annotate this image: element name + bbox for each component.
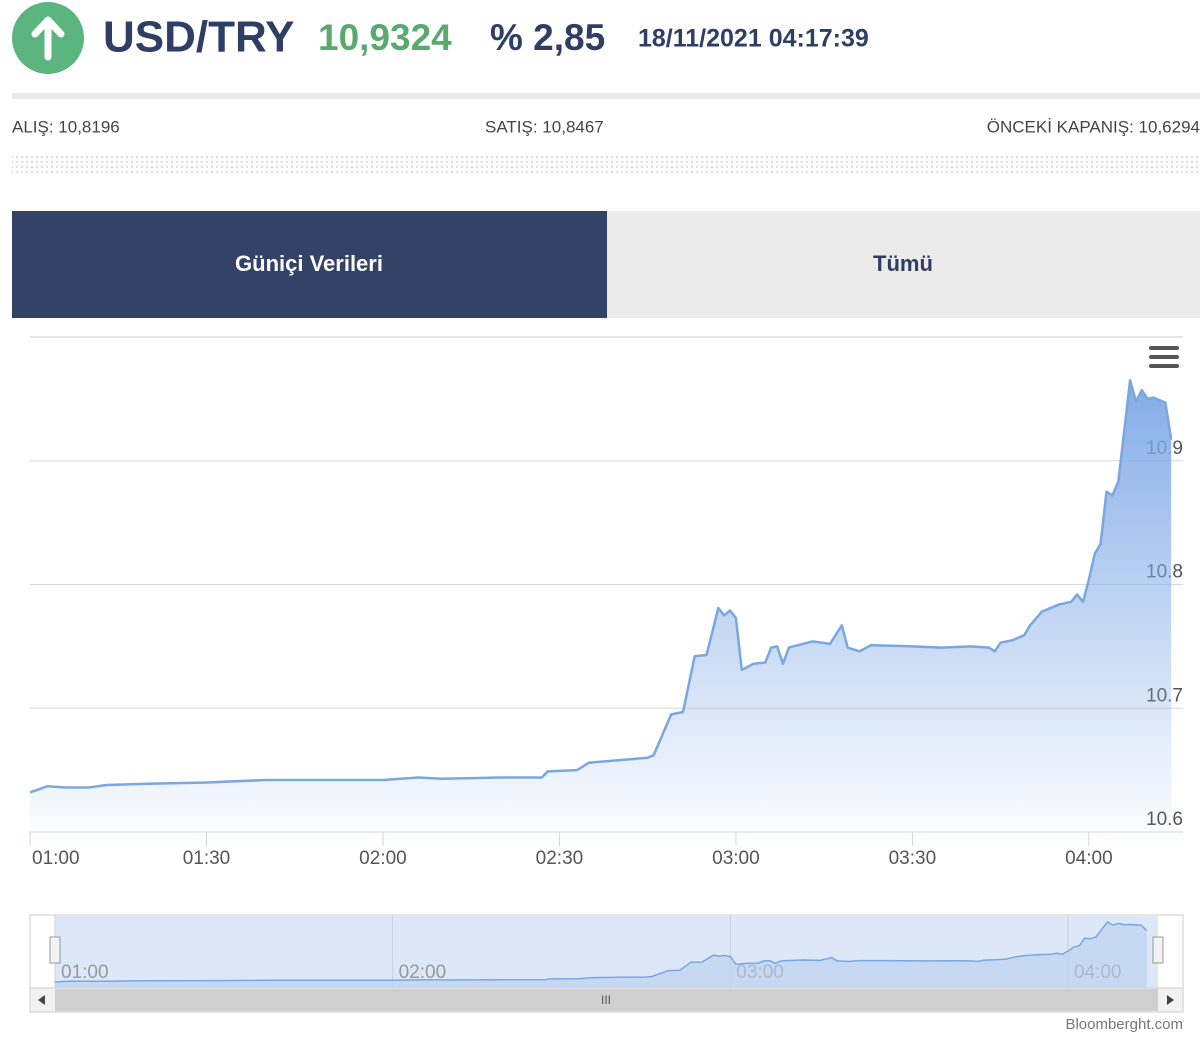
x-tick-label: 02:00 — [359, 848, 407, 869]
x-tick-label: 03:00 — [712, 848, 760, 869]
tab-label[interactable]: Tümü — [873, 251, 933, 276]
scrollbar-grip[interactable]: III — [601, 993, 611, 1007]
scroll-right[interactable] — [1167, 995, 1174, 1005]
symbol: USD/TRY — [103, 13, 295, 62]
divider — [12, 93, 1200, 99]
navigator-handle[interactable] — [49, 936, 61, 964]
navigator-area — [55, 922, 1147, 988]
price-line — [29, 379, 1173, 794]
tab-label[interactable]: Güniçi Verileri — [235, 251, 383, 276]
credit: Bloomberght.com — [1065, 1016, 1183, 1033]
scrollbar-thumb[interactable] — [55, 989, 1158, 1011]
navigator-label: 01:00 — [61, 962, 109, 983]
menu-button[interactable] — [1149, 346, 1179, 368]
datetime: 18/11/2021 04:17:39 — [638, 25, 869, 53]
navigator-label: 02:00 — [399, 962, 447, 983]
dotted-divider — [12, 156, 1200, 174]
area-fill — [30, 380, 1172, 832]
x-tick-label: 04:00 — [1065, 848, 1113, 869]
arrow-up — [31, 16, 65, 61]
menu-bar[interactable] — [1149, 355, 1179, 359]
x-tick-label: 03:30 — [889, 848, 937, 869]
stat: ALIŞ: 10,8196 — [12, 117, 120, 136]
x-tick-label: 01:00 — [32, 848, 80, 869]
menu-bar[interactable] — [1149, 346, 1179, 350]
stat: SATIŞ: 10,8467 — [485, 117, 604, 136]
navigator-handle[interactable] — [1152, 936, 1164, 964]
x-tick-label: 01:30 — [183, 848, 231, 869]
navigator-line — [54, 921, 1148, 983]
price: 10,9324 — [318, 17, 452, 58]
change: % 2,85 — [490, 17, 605, 58]
stat: ÖNCEKİ KAPANIŞ: 10,6294 — [987, 117, 1200, 136]
menu-bar[interactable] — [1149, 364, 1179, 368]
tab[interactable] — [607, 211, 1200, 318]
scroll-left[interactable] — [38, 995, 45, 1005]
x-tick-label: 02:30 — [536, 848, 584, 869]
tab-active[interactable] — [12, 211, 607, 318]
